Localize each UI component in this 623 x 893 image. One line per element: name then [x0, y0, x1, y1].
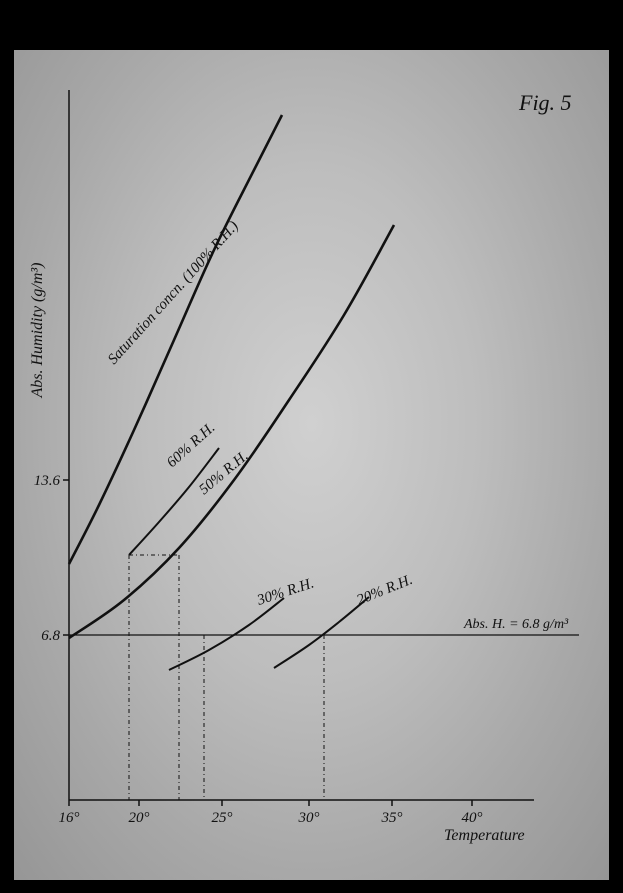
curve-label-rh60: 60% R.H. [164, 420, 218, 471]
y-axis-label: Abs. Humidity (g/m³) [29, 263, 46, 399]
x-tick-label: 35° [381, 810, 403, 826]
y-tick-label: 13.6 [34, 473, 61, 489]
curve-rh50 [69, 225, 394, 638]
x-tick-label: 25° [212, 810, 233, 826]
figure-title: Fig. 5 [518, 90, 572, 115]
y-tick-label: 6.8 [41, 628, 60, 644]
curve-label-rh30: 30% R.H. [254, 575, 316, 609]
humidity-chart: Fig. 5 16° 20° 25° 30° 35° 40°Temperature 13.6 6… [14, 50, 609, 880]
x-axis-label: Temperature [444, 827, 525, 844]
curve-label-saturation: Saturation concn. (100% R.H.) [105, 218, 242, 367]
reference-line-label: Abs. H. = 6.8 g/m³ [463, 617, 569, 632]
curve-rh30 [169, 598, 284, 670]
curve-label-rh20: 20% R.H. [355, 572, 415, 609]
curve-label-rh50: 50% R.H. [196, 448, 251, 498]
x-tick-label: 40° [462, 810, 483, 826]
chart-frame: Fig. 5 16° 20° 25° 30° 35° 40°Temperature 13.6 6… [14, 50, 609, 880]
curve-rh20 [274, 597, 369, 668]
curve-saturation [69, 115, 282, 564]
x-tick-label: 20° [129, 810, 150, 826]
x-tick-label: 16° [59, 810, 80, 826]
x-tick-label: 30° [298, 810, 320, 826]
